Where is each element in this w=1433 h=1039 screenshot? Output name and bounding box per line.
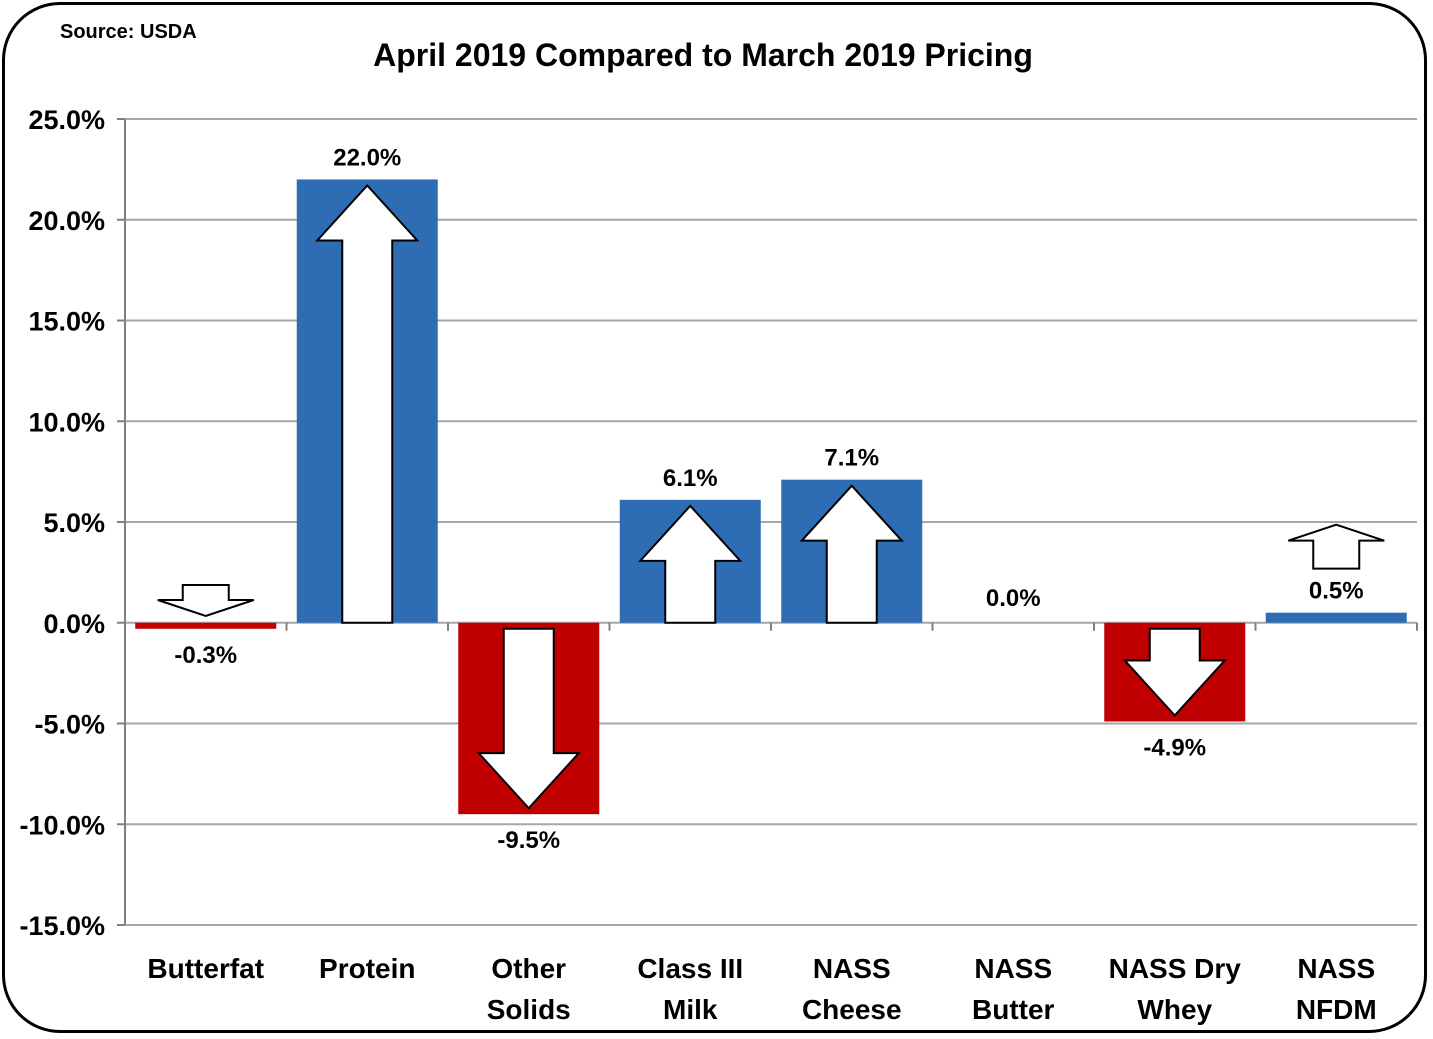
y-tick-label: -10.0%: [19, 810, 105, 840]
y-tick-label: 15.0%: [28, 307, 105, 337]
y-tick-label: 10.0%: [28, 407, 105, 437]
bar-7: [1265, 612, 1407, 623]
arrow-up-icon: [314, 183, 420, 624]
category-label: Solids: [487, 994, 571, 1025]
category-label: Protein: [319, 953, 415, 984]
y-tick-label: -15.0%: [19, 911, 105, 941]
y-tick-label: 0.0%: [43, 609, 105, 639]
data-label: -4.9%: [1143, 734, 1206, 761]
y-tick-label: -5.0%: [34, 710, 105, 740]
y-tick-label: 5.0%: [43, 508, 105, 538]
arrow-up-icon: [1287, 523, 1385, 570]
category-label: NASS Dry: [1109, 953, 1242, 984]
category-label: NASS: [1297, 953, 1375, 984]
category-label: NASS: [813, 953, 891, 984]
chart-title: April 2019 Compared to March 2019 Pricin…: [373, 37, 1033, 73]
arrow-up-icon: [799, 484, 905, 624]
data-label: -0.3%: [174, 642, 237, 669]
arrow-up-icon: [637, 504, 743, 624]
data-label: 6.1%: [663, 465, 718, 492]
source-note: Source: USDA: [60, 21, 197, 43]
bar-0: [135, 622, 277, 629]
category-label: Butter: [972, 994, 1055, 1025]
category-label: Other: [491, 953, 566, 984]
category-label: Whey: [1137, 994, 1212, 1025]
y-tick-label: 20.0%: [28, 206, 105, 236]
category-label: NFDM: [1296, 994, 1377, 1025]
data-label: 0.5%: [1309, 578, 1364, 605]
y-tick-label: 25.0%: [28, 105, 105, 135]
data-label: 0.0%: [986, 585, 1041, 612]
arrow-down-icon: [157, 584, 255, 618]
data-label: -9.5%: [497, 827, 560, 854]
category-label: Cheese: [802, 994, 902, 1025]
category-label: Class III: [637, 953, 743, 984]
category-label: NASS: [974, 953, 1052, 984]
data-label: 7.1%: [824, 445, 879, 472]
arrow-down-icon: [1122, 627, 1228, 717]
arrow-down-icon: [476, 627, 582, 810]
category-label: Butterfat: [147, 953, 264, 984]
category-label: Milk: [663, 994, 718, 1025]
data-label: 22.0%: [333, 144, 401, 171]
